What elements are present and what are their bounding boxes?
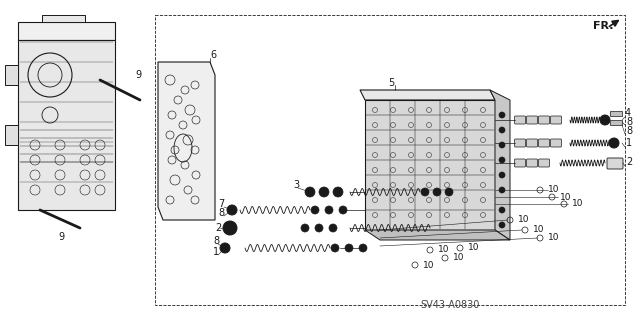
- Circle shape: [600, 115, 610, 125]
- Polygon shape: [365, 100, 495, 230]
- Text: 10: 10: [533, 226, 545, 234]
- Text: 6: 6: [210, 50, 216, 60]
- Text: SV43-A0830: SV43-A0830: [420, 300, 480, 310]
- Text: 8: 8: [626, 117, 632, 127]
- Polygon shape: [158, 62, 215, 220]
- Circle shape: [227, 205, 237, 215]
- FancyBboxPatch shape: [515, 159, 525, 167]
- Circle shape: [223, 221, 237, 235]
- Text: 8: 8: [213, 236, 219, 246]
- Circle shape: [433, 188, 441, 196]
- Polygon shape: [490, 90, 510, 240]
- Circle shape: [499, 127, 505, 133]
- FancyBboxPatch shape: [538, 139, 550, 147]
- Polygon shape: [360, 90, 495, 100]
- Circle shape: [609, 138, 619, 148]
- Circle shape: [220, 243, 230, 253]
- FancyBboxPatch shape: [515, 139, 525, 147]
- Text: 9: 9: [58, 232, 64, 242]
- Circle shape: [499, 187, 505, 193]
- Text: 3: 3: [293, 180, 299, 190]
- Circle shape: [499, 142, 505, 148]
- Text: 10: 10: [572, 199, 584, 209]
- Circle shape: [345, 244, 353, 252]
- Text: 10: 10: [548, 186, 559, 195]
- FancyBboxPatch shape: [610, 111, 622, 116]
- FancyBboxPatch shape: [527, 159, 538, 167]
- Text: 10: 10: [423, 261, 435, 270]
- Circle shape: [325, 206, 333, 214]
- Circle shape: [329, 224, 337, 232]
- Circle shape: [311, 206, 319, 214]
- Polygon shape: [5, 65, 18, 85]
- Circle shape: [499, 112, 505, 118]
- Text: 10: 10: [548, 234, 559, 242]
- Text: 10: 10: [453, 254, 465, 263]
- Text: 10: 10: [438, 246, 449, 255]
- Circle shape: [359, 244, 367, 252]
- Circle shape: [499, 172, 505, 178]
- FancyBboxPatch shape: [538, 116, 550, 124]
- FancyBboxPatch shape: [550, 116, 561, 124]
- Text: 8: 8: [626, 126, 632, 136]
- Circle shape: [499, 157, 505, 163]
- Text: 2: 2: [215, 223, 221, 233]
- FancyBboxPatch shape: [610, 120, 622, 125]
- Circle shape: [339, 206, 347, 214]
- Text: 2: 2: [626, 157, 632, 167]
- Polygon shape: [18, 40, 115, 210]
- FancyBboxPatch shape: [538, 159, 550, 167]
- Text: 7: 7: [218, 199, 224, 209]
- Circle shape: [499, 222, 505, 228]
- Text: 1: 1: [626, 138, 632, 148]
- Text: 1: 1: [213, 247, 219, 257]
- Circle shape: [319, 187, 329, 197]
- Text: 10: 10: [518, 216, 529, 225]
- Circle shape: [445, 188, 453, 196]
- Polygon shape: [18, 22, 115, 40]
- Polygon shape: [365, 230, 510, 240]
- Circle shape: [499, 207, 505, 213]
- Circle shape: [301, 224, 309, 232]
- Text: FR.: FR.: [593, 21, 614, 31]
- Polygon shape: [5, 125, 18, 145]
- Circle shape: [315, 224, 323, 232]
- Text: 9: 9: [135, 70, 141, 80]
- Text: 10: 10: [468, 243, 479, 253]
- Text: 5: 5: [388, 78, 394, 88]
- Circle shape: [331, 244, 339, 252]
- FancyBboxPatch shape: [527, 139, 538, 147]
- FancyBboxPatch shape: [515, 116, 525, 124]
- FancyBboxPatch shape: [607, 158, 623, 169]
- FancyBboxPatch shape: [527, 116, 538, 124]
- Text: 4: 4: [625, 108, 631, 118]
- Text: 10: 10: [560, 192, 572, 202]
- FancyBboxPatch shape: [550, 139, 561, 147]
- Polygon shape: [42, 15, 85, 22]
- Text: 8: 8: [218, 208, 224, 218]
- Circle shape: [305, 187, 315, 197]
- Circle shape: [333, 187, 343, 197]
- Circle shape: [421, 188, 429, 196]
